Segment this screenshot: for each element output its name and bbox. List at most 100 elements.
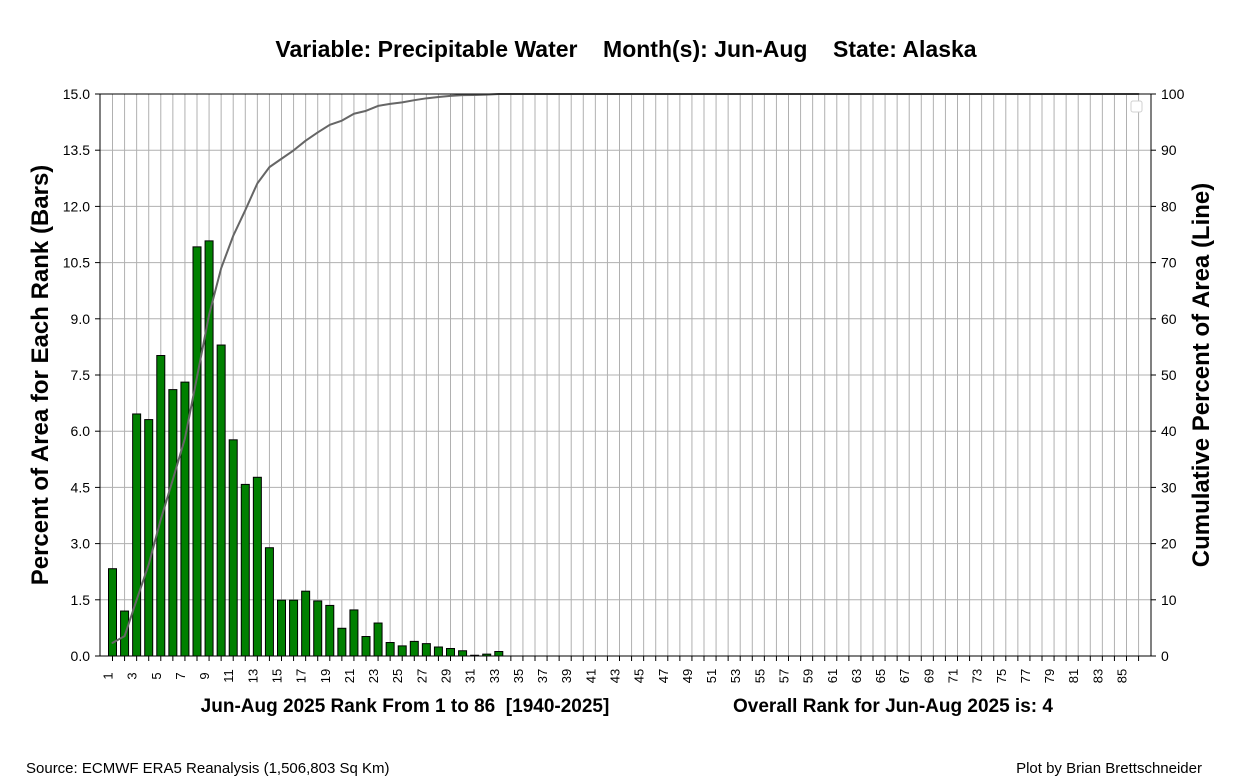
x-tick-label: 33 [487,669,502,683]
left-y-tick-label: 3.0 [71,536,91,552]
x-tick-label: 65 [873,669,888,683]
left-y-tick-label: 15.0 [63,86,90,102]
x-tick-label: 55 [752,669,767,683]
tick-layer: 0.0 1.5 3.0 4.5 6.0 7.5 9.0 10.5 12.0 13.5 15.0 0 10… [63,86,1185,683]
x-tick-label: 45 [632,669,647,683]
left-y-tick-label: 10.5 [63,255,90,271]
bar-rank-22 [361,636,371,657]
x-tick-label: 27 [414,669,429,683]
x-tick-label: 77 [1018,669,1033,683]
right-y-axis-title: Cumulative Percent of Area (Line) [1188,183,1215,568]
x-tick-label: 17 [294,669,309,683]
left-y-tick-label: 4.5 [71,479,91,495]
x-tick-label: 51 [704,669,719,683]
x-tick-label: 13 [245,669,260,683]
bar-rank-10 [216,344,226,657]
x-tick-label: 73 [970,669,985,683]
x-tick-label: 59 [801,669,816,683]
x-axis-title: Jun-Aug 2025 Rank From 1 to 86 [1940-202… [201,696,610,717]
bar-rank-4 [144,419,154,657]
x-tick-label: 47 [656,669,671,683]
x-tick-label: 49 [680,669,695,683]
x-tick-label: 7 [173,672,188,679]
x-tick-label: 85 [1115,669,1130,683]
x-tick-label: 3 [125,672,140,679]
x-tick-label: 61 [825,669,840,683]
x-tick-label: 29 [439,669,454,683]
x-tick-label: 69 [921,669,936,683]
left-y-tick-label: 0.0 [71,648,91,664]
x-tick-label: 81 [1066,669,1081,683]
x-tick-label: 67 [897,669,912,683]
right-y-tick-label: 20 [1161,536,1177,552]
x-tick-label: 35 [511,669,526,683]
bar-rank-20 [337,627,347,657]
bar-rank-13 [252,476,262,657]
x-tick-label: 1 [101,672,116,679]
bar-rank-14 [264,547,274,657]
x-tick-label: 83 [1090,669,1105,683]
bar-rank-29 [446,648,455,657]
x-tick-label: 25 [390,669,405,683]
x-tick-label: 71 [946,669,961,683]
bar-rank-12 [240,483,250,657]
source-text: Source: ECMWF ERA5 Reanalysis (1,506,803… [26,760,389,777]
left-y-tick-label: 6.0 [71,423,91,439]
bar-rank-26 [409,640,419,657]
left-y-tick-label: 13.5 [63,142,90,158]
right-y-tick-label: 70 [1161,255,1177,271]
bar-rank-28 [433,646,443,657]
bar-rank-18 [313,600,323,657]
left-y-tick-label: 12.0 [63,198,90,214]
right-y-tick-label: 90 [1161,142,1177,158]
x-tick-label: 5 [149,672,164,679]
bar-rank-3 [132,413,142,657]
right-y-tick-label: 50 [1161,367,1177,383]
x-tick-label: 79 [1042,669,1057,683]
bar-rank-21 [349,609,359,657]
left-y-tick-label: 9.0 [71,311,91,327]
credit-text: Plot by Brian Brettschneider [1016,760,1202,777]
x-tick-label: 41 [583,669,598,683]
bar-rank-15 [277,599,286,657]
legend-box [1130,100,1143,113]
bar-rank-19 [325,604,335,657]
right-y-tick-label: 80 [1161,198,1177,214]
x-tick-label: 11 [221,669,236,683]
bar-rank-17 [301,590,311,657]
bar-rank-11 [228,439,238,657]
x-tick-label: 43 [608,669,623,683]
right-y-tick-label: 60 [1161,311,1177,327]
x-tick-label: 9 [197,672,212,679]
right-y-tick-label: 40 [1161,423,1177,439]
bar-rank-24 [385,642,395,657]
left-y-axis-title: Percent of Area for Each Rank (Bars) [27,165,54,586]
x-tick-label: 15 [270,669,285,683]
x-tick-label: 63 [849,669,864,683]
bar-rank-6 [168,389,178,657]
bar-rank-23 [373,622,383,657]
bar-rank-30 [458,650,468,657]
bar-rank-25 [397,645,407,657]
bar-rank-5 [156,355,166,657]
x-tick-label: 21 [342,669,357,683]
right-y-tick-label: 30 [1161,479,1177,495]
bar-rank-33 [494,651,504,657]
overall-rank-note: Overall Rank for Jun-Aug 2025 is: 4 [733,696,1053,717]
bar-rank-8 [192,246,202,657]
x-tick-label: 31 [463,669,478,683]
x-tick-label: 19 [318,669,333,683]
bar-rank-16 [289,599,299,657]
chart-title: Variable: Precipitable Water Month(s): J… [275,36,976,62]
bar-rank-27 [421,643,431,657]
right-y-tick-label: 10 [1161,592,1177,608]
left-y-tick-label: 1.5 [71,592,91,608]
left-y-tick-label: 7.5 [71,367,91,383]
x-tick-label: 37 [535,669,550,683]
x-tick-label: 57 [777,669,792,683]
x-tick-label: 39 [559,669,574,683]
x-tick-label: 75 [994,669,1009,683]
x-tick-label: 53 [728,669,743,683]
